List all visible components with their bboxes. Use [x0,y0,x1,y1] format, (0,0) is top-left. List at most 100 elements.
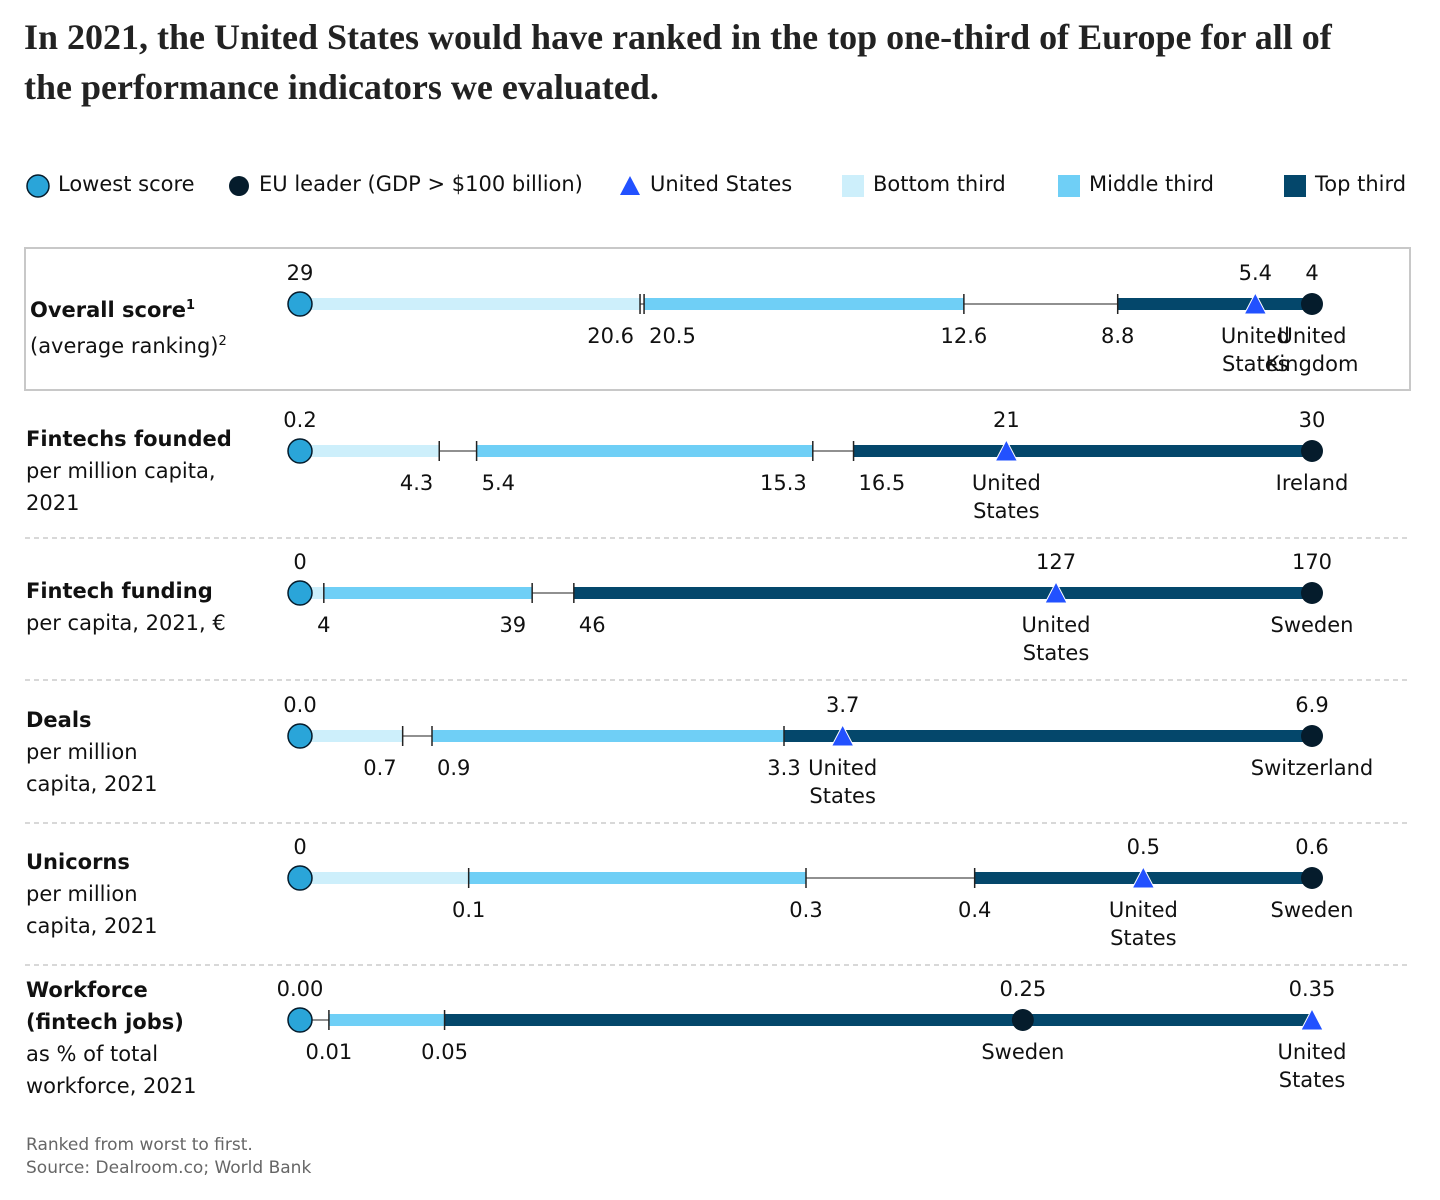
tick-value-label: 0.4 [957,898,992,922]
top-third-bar [853,445,1312,457]
row-title: Fintechs founded [26,427,232,451]
tick-value-label: 5.4 [481,471,515,495]
tick-value-label: 16.5 [858,471,906,495]
row-subtitle: (average ranking) [30,334,219,358]
lowest-value-label: 0.00 [276,977,324,1001]
row-label: Deals per million capita, 2021 [26,704,176,800]
row-subtitle: per million capita, 2021 [26,459,216,515]
middle-third-bar [468,872,806,884]
leader-value-label: 0.25 [999,977,1047,1001]
leader-value-label: 4 [1305,261,1319,285]
leader-value-label: 0.6 [1295,835,1329,859]
lowest-value-label: 0 [293,550,307,574]
legend-swatch [1058,175,1080,197]
footnote: 1 [186,298,196,313]
legend-label: Middle third [1089,172,1215,196]
tick-value-label: 0.3 [789,898,823,922]
leader-marker [1301,440,1323,462]
row-title: Deals [26,708,92,732]
middle-third-bar [328,1014,445,1026]
legend-label: Bottom third [873,172,1006,196]
us-value-label: 5.4 [1238,261,1273,285]
us-name: United States [1277,1040,1347,1092]
row-subtitle: per million capita, 2021 [26,882,158,938]
top-third-bar [1117,298,1312,310]
footnote: 2 [218,334,227,349]
legend-swatch [229,176,249,196]
tick-value-label: 8.8 [1100,324,1135,348]
tick-value-label: 20.5 [649,324,696,348]
legend-label: EU leader (GDP > $100 billion) [259,172,583,196]
us-marker [830,723,855,747]
tick-value-label: 15.3 [760,471,807,495]
leader-value-label: 170 [1291,550,1333,574]
legend-swatch [842,175,864,197]
leader-value-label: 6.9 [1295,693,1329,717]
lowest-value-label: 0 [293,835,307,859]
us-marker [1131,865,1156,889]
lowest-marker [287,580,313,606]
tick-value-label: 4 [317,613,331,637]
us-name: United States [1021,613,1091,665]
legend-label: Top third [1315,172,1407,196]
bottom-third-bar [300,872,469,884]
us-marker [994,438,1019,462]
row-label: Workforce (fintech jobs) as % of total wo… [26,974,204,1102]
row-label: Overall score1 (average ranking)2 [30,290,300,362]
lowest-marker [287,723,313,749]
tick-value-label: 46 [578,613,606,637]
lowest-value-label: 29 [286,261,314,285]
middle-third-bar [432,730,784,742]
legend-swatch [1284,175,1306,197]
tick-value-label: 0.05 [421,1040,468,1064]
us-value-label: 0.35 [1288,977,1336,1001]
middle-third-bar [476,445,813,457]
top-third-bar [573,587,1312,599]
leader-marker [1301,867,1323,889]
lowest-marker [287,865,313,891]
leader-name: Sweden [1270,898,1354,922]
leader-marker [1301,582,1323,604]
bottom-third-bar [300,445,440,457]
leader-name: United Kingdom [1265,324,1359,376]
us-name: United States [971,471,1041,523]
leader-marker [1301,293,1323,315]
row-subtitle: per capita, 2021, € [26,611,226,635]
lowest-marker [287,438,313,464]
us-marker [1044,580,1068,604]
legend-swatch [620,176,640,195]
row-title: Unicorns [26,850,130,874]
top-third-bar [784,730,1312,742]
tick-value-label: 0.9 [437,756,471,780]
lowest-marker [287,1007,313,1033]
tick-value-label: 12.6 [940,324,988,348]
us-value-label: 3.7 [825,693,860,717]
bottom-third-bar [300,298,641,310]
row-title: Workforce (fintech jobs) [26,978,184,1034]
row-title: Overall score [30,298,186,322]
tick-value-label: 0.7 [363,756,397,780]
separators [25,537,1410,966]
legend-label: United States [650,172,793,196]
top-third-bar [444,1014,1313,1026]
row-label: Fintech funding per capita, 2021, € [26,575,266,639]
highlight-box [24,247,1411,391]
lowest-value-label: 0.0 [283,693,317,717]
leader-name: Switzerland [1250,756,1374,780]
legend-swatch [26,174,50,198]
footnote-text: Ranked from worst to first. [26,1135,253,1155]
leader-marker [1301,725,1323,747]
bottom-third-bar [300,730,403,742]
leader-name: Sweden [1270,613,1354,637]
tick-value-label: 0.01 [305,1040,353,1064]
row-subtitle: as % of total workforce, 2021 [26,1042,197,1098]
us-name: United States [808,756,878,808]
row-subtitle: per million capita, 2021 [26,740,158,796]
tick-value-label: 4.3 [399,471,434,495]
us-value-label: 127 [1035,550,1077,574]
lowest-marker [287,291,313,317]
row-label: Fintechs founded per million capita, 2021 [26,423,236,519]
tick-value-label: 0.1 [451,898,486,922]
